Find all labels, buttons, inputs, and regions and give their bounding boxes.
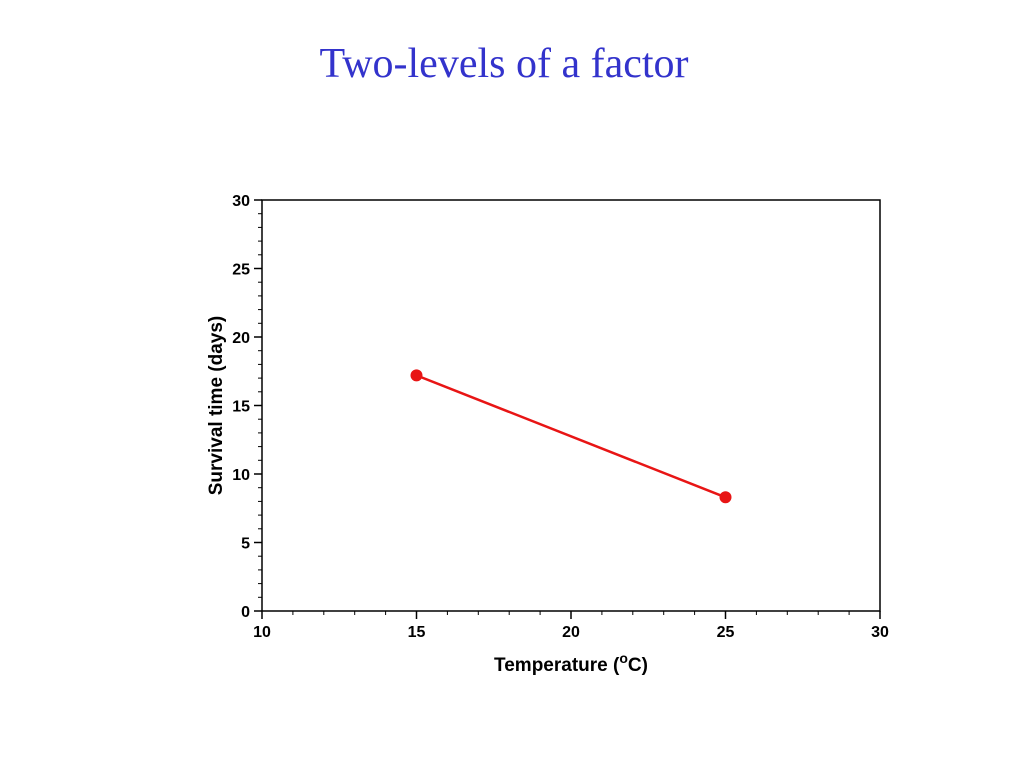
data-point [410, 369, 423, 382]
x-axis-title-text: Temperature ( [494, 655, 620, 676]
y-tick-label: 15 [232, 399, 250, 416]
series-layer [410, 369, 732, 504]
y-tick-label: 25 [232, 262, 250, 279]
minor-ticks [258, 213, 850, 615]
x-tick-label: 30 [871, 624, 889, 641]
major-ticks [254, 199, 881, 619]
x-axis-title-unit: C) [628, 655, 648, 676]
x-tick-label: 25 [717, 624, 735, 641]
y-tick-label: 0 [241, 604, 250, 621]
tick-labels: 10 15 20 25 30 0 5 10 15 20 25 30 [232, 193, 889, 641]
x-tick-label: 20 [562, 624, 580, 641]
plot-area-frame [261, 199, 881, 612]
data-point [719, 491, 732, 504]
y-tick-label: 10 [232, 467, 250, 484]
y-tick-label: 5 [241, 536, 250, 553]
y-axis-title: Survival time (days) [206, 316, 227, 496]
x-axis-title: Temperature (oC) [494, 650, 648, 676]
x-axis-title-superscript: o [619, 650, 628, 666]
slide-title: Two-levels of a factor [319, 41, 689, 87]
x-tick-label: 10 [253, 624, 271, 641]
y-tick-label: 30 [232, 193, 250, 210]
x-tick-label: 15 [408, 624, 426, 641]
series-line [416, 374, 726, 499]
y-tick-label: 20 [232, 330, 250, 347]
